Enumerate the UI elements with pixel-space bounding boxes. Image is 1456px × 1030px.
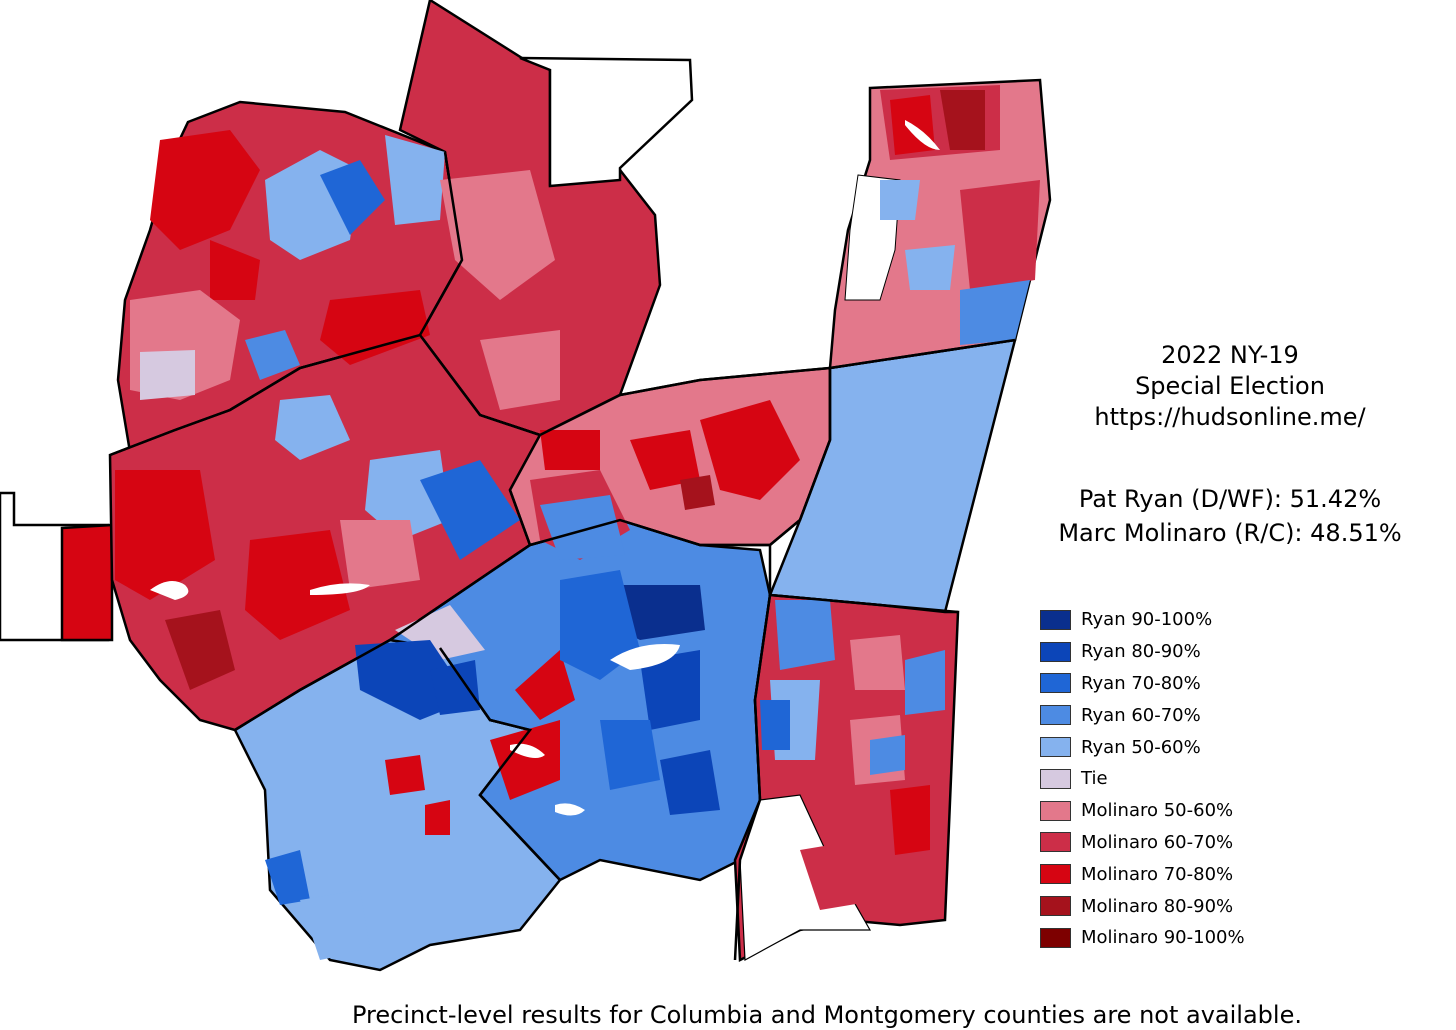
title-line-1: 2022 NY-19 — [1161, 341, 1299, 369]
legend-item: Ryan 70-80% — [1040, 668, 1300, 700]
legend-swatch — [1040, 832, 1071, 853]
ryan-result: Pat Ryan (D/WF): 51.42% — [1078, 485, 1382, 513]
precinct-patches — [115, 85, 1040, 960]
title-line-2: Special Election — [1135, 372, 1325, 400]
legend-item: Molinaro 50-60% — [1040, 795, 1300, 827]
legend-item: Molinaro 90-100% — [1040, 922, 1300, 954]
legend-item: Ryan 60-70% — [1040, 699, 1300, 731]
dutchess-blank — [739, 794, 872, 961]
legend-label: Ryan 90-100% — [1081, 609, 1213, 631]
election-results: Pat Ryan (D/WF): 51.42% Marc Molinaro (R… — [1010, 482, 1450, 550]
legend-swatch — [1040, 673, 1071, 694]
legend-swatch — [1040, 896, 1071, 917]
legend-swatch — [1040, 768, 1071, 789]
legend-swatch — [1040, 864, 1071, 885]
title-url: https://hudsonline.me/ — [1094, 403, 1366, 431]
legend-item: Molinaro 70-80% — [1040, 858, 1300, 890]
albany-county — [519, 56, 694, 188]
county-borders — [109, 151, 1016, 961]
legend-item: Ryan 80-90% — [1040, 636, 1300, 668]
map-legend: Ryan 90-100% Ryan 80-90% Ryan 70-80% Ryan 6… — [1040, 604, 1300, 954]
legend-swatch — [1040, 705, 1071, 726]
reservoirs — [150, 120, 940, 816]
legend-swatch — [1040, 737, 1071, 758]
legend-label: Molinaro 50-60% — [1081, 800, 1234, 822]
legend-swatch — [1040, 641, 1071, 662]
legend-label: Molinaro 70-80% — [1081, 863, 1234, 885]
legend-label: Ryan 80-90% — [1081, 641, 1201, 663]
legend-label: Ryan 50-60% — [1081, 736, 1201, 758]
legend-label: Tie — [1081, 768, 1108, 790]
legend-label: Molinaro 60-70% — [1081, 831, 1234, 853]
legend-swatch — [1040, 800, 1071, 821]
legend-item: Ryan 50-60% — [1040, 731, 1300, 763]
map-title: 2022 NY-19 Special Election https://huds… — [1010, 340, 1450, 433]
legend-swatch — [1040, 927, 1071, 948]
legend-label: Ryan 60-70% — [1081, 704, 1201, 726]
legend-item: Molinaro 80-90% — [1040, 890, 1300, 922]
legend-swatch — [1040, 609, 1071, 630]
molinaro-result: Marc Molinaro (R/C): 48.51% — [1058, 519, 1402, 547]
legend-label: Ryan 70-80% — [1081, 672, 1201, 694]
otsego-west-strip — [60, 523, 114, 642]
legend-item: Ryan 90-100% — [1040, 604, 1300, 636]
legend-label: Molinaro 80-90% — [1081, 895, 1234, 917]
legend-item: Tie — [1040, 763, 1300, 795]
legend-item: Molinaro 60-70% — [1040, 827, 1300, 859]
legend-label: Molinaro 90-100% — [1081, 927, 1245, 949]
footnote: Precinct-level results for Columbia and … — [352, 1001, 1302, 1029]
